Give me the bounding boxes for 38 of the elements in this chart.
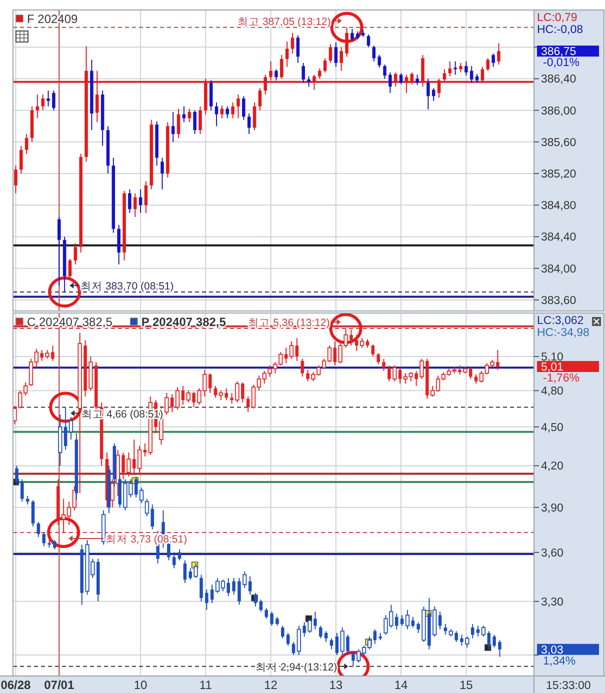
y-tick-label: 4,80 (541, 386, 564, 398)
text: LC:3,062 (537, 315, 584, 327)
y-tick-label: 383,60 (541, 294, 576, 307)
x-tick-label: 15 (459, 678, 474, 692)
text: 386,75 (541, 46, 576, 58)
text: 15:33:00 (546, 680, 591, 692)
text: -0,01% (543, 57, 580, 70)
y-tick-label: 5,10 (541, 351, 564, 364)
y-tick-label: 3,30 (541, 596, 564, 608)
ref-line-label: 최고 387,05 (13:12) (238, 16, 331, 28)
text: 3,03 (541, 644, 564, 656)
y-tick-label: 384,80 (541, 200, 576, 212)
x-tick-label: 10 (134, 678, 148, 692)
ref-line-label: 최저 383,70 (08:51) (80, 280, 174, 293)
y-tick-label: 4,20 (541, 460, 564, 473)
legend-label: P 202407 382,5 (141, 315, 226, 329)
x-tick-label: 11 (199, 678, 212, 692)
y-tick-label: 386,40 (541, 74, 576, 86)
text: HC:-34,98 (537, 327, 590, 339)
text: -1,76% (543, 372, 580, 385)
x-tick-label: 06/28 (0, 678, 32, 692)
y-tick-label: 3,90 (541, 502, 564, 514)
y-tick-label: 384,00 (541, 263, 576, 276)
x-tick-label: 12 (264, 678, 278, 692)
x-tick-label: 07/01 (44, 678, 74, 692)
y-tick-label: 4,50 (541, 422, 564, 434)
text: 5,01 (541, 362, 564, 374)
text: HC:-0,08 (537, 24, 584, 36)
x-tick-label: 13 (329, 678, 343, 692)
x-tick-label: 14 (394, 678, 408, 692)
y-tick-label: 3,60 (541, 547, 564, 560)
y-tick-label: 385,60 (541, 136, 576, 149)
y-tick-label: 386,00 (541, 105, 576, 118)
ref-line-label: 최저 2,94 (13:12) (256, 661, 338, 674)
y-tick-label: 384,40 (541, 232, 576, 244)
text: LC:0,79 (537, 12, 578, 24)
y-tick-label: 385,20 (541, 168, 576, 181)
text: 1,34% (543, 655, 576, 668)
